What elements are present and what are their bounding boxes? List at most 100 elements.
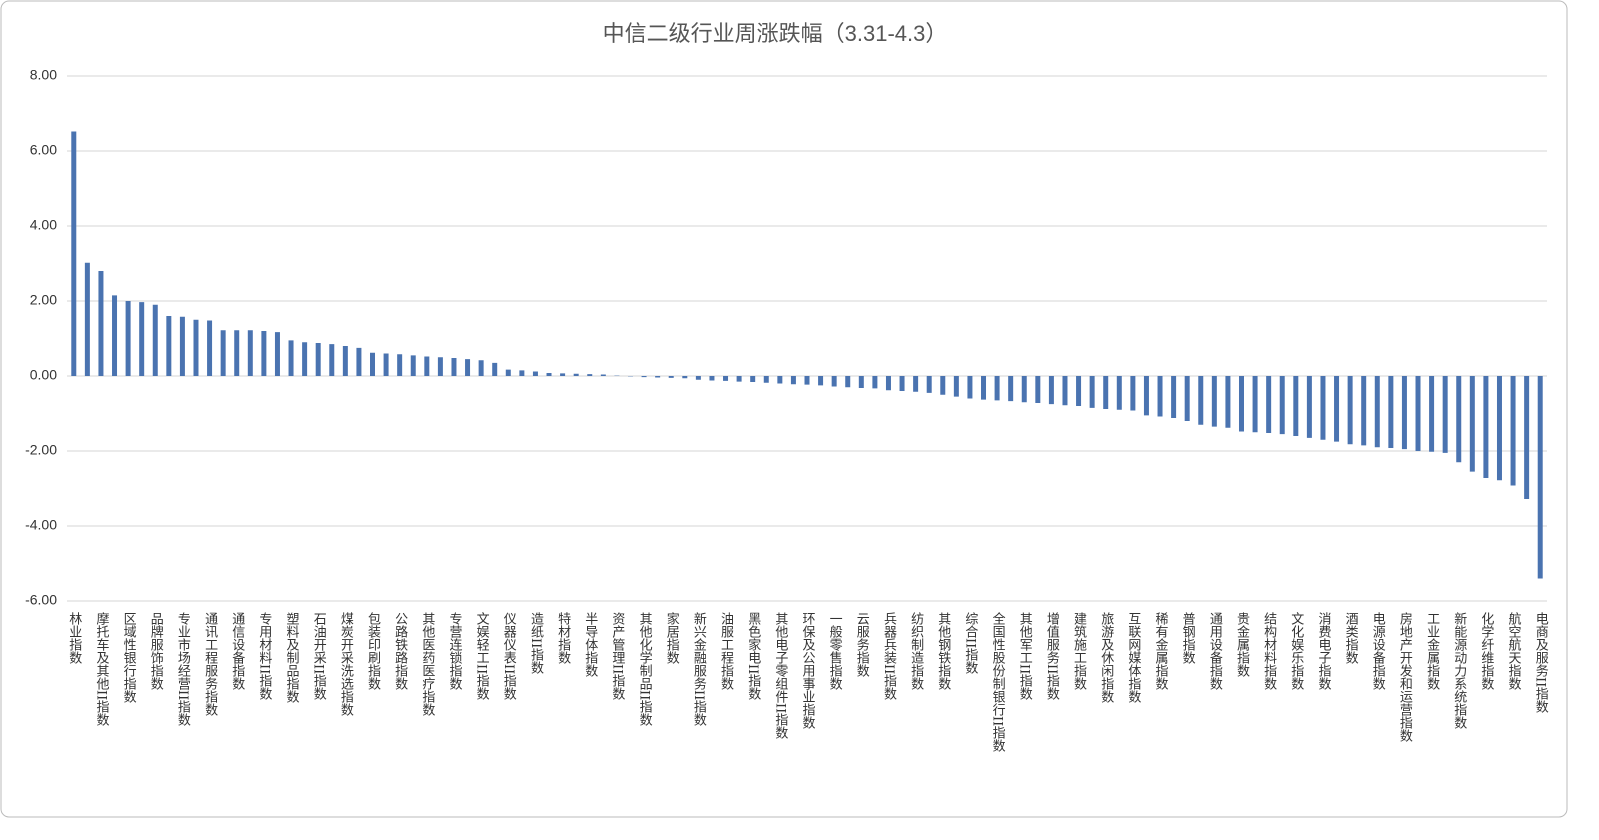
bar xyxy=(1456,376,1461,462)
x-tick-label: 稀有金属指数 xyxy=(1153,612,1169,690)
bar xyxy=(126,301,131,376)
x-tick-label: 结构材料指数 xyxy=(1261,612,1277,690)
bar xyxy=(166,316,171,376)
bar xyxy=(519,370,524,376)
x-tick-label: 全国性股份制银行II指数 xyxy=(990,611,1006,752)
bar xyxy=(384,354,389,377)
x-tick-label: 普钢指数 xyxy=(1180,612,1196,664)
bar xyxy=(981,376,986,400)
bar xyxy=(343,346,348,376)
bar xyxy=(723,376,728,381)
bar xyxy=(574,374,579,376)
x-tick-label: 新能源动力系统指数 xyxy=(1451,611,1467,729)
bar xyxy=(411,355,416,376)
x-tick-label: 其他钢铁指数 xyxy=(935,612,951,690)
bar xyxy=(940,376,945,395)
x-tick-label: 综合II指数 xyxy=(962,612,978,675)
x-tick-label: 工业金属指数 xyxy=(1424,612,1440,690)
bar xyxy=(872,376,877,388)
bar xyxy=(1008,376,1013,401)
bar xyxy=(1511,376,1516,486)
bar xyxy=(1388,376,1393,448)
bar xyxy=(1280,376,1285,434)
x-tick-label: 建筑施工指数 xyxy=(1071,612,1087,690)
bar xyxy=(995,376,1000,400)
x-tick-label: 公路铁路指数 xyxy=(392,612,408,690)
x-tick-label: 资产管理II指数 xyxy=(609,612,625,701)
bar xyxy=(533,372,538,377)
bar xyxy=(302,342,307,376)
x-tick-label: 仪器仪表II指数 xyxy=(501,612,517,701)
x-tick-label: 纺织制造指数 xyxy=(908,612,924,690)
bar xyxy=(1035,376,1040,403)
bar xyxy=(1293,376,1298,436)
x-tick-label: 特材指数 xyxy=(555,612,571,664)
bar xyxy=(234,330,239,376)
bar xyxy=(696,376,701,380)
x-tick-label: 家居指数 xyxy=(664,611,680,664)
x-tick-label: 黑色家电II指数 xyxy=(745,612,761,701)
bar xyxy=(1307,376,1312,438)
x-tick-label: 酒类指数 xyxy=(1343,612,1359,664)
x-tick-label: 其他军工II指数 xyxy=(1017,612,1033,701)
x-tick-label: 互联网媒体指数 xyxy=(1125,612,1141,703)
bar xyxy=(492,363,497,376)
x-tick-label: 航空航天指数 xyxy=(1506,611,1522,690)
bar xyxy=(329,344,334,376)
x-tick-label: 化学纤维指数 xyxy=(1478,612,1494,690)
bar xyxy=(547,373,552,376)
y-tick-label: 4.00 xyxy=(30,217,57,233)
bar xyxy=(886,376,891,390)
chart-title: 中信二级行业周涨跌幅（3.31-4.3） xyxy=(603,21,948,46)
bar xyxy=(424,357,429,377)
x-tick-label: 专用材料II指数 xyxy=(256,612,272,701)
x-tick-label: 文化娱乐指数 xyxy=(1288,612,1304,690)
bar xyxy=(818,376,823,385)
bar xyxy=(1076,376,1081,406)
bar xyxy=(750,376,755,382)
bar xyxy=(642,376,647,377)
bar xyxy=(655,376,660,378)
bar xyxy=(1130,376,1135,411)
bar xyxy=(85,263,90,376)
x-tick-label: 通信设备指数 xyxy=(229,612,245,690)
bar xyxy=(248,330,253,376)
bar xyxy=(438,357,443,376)
bar xyxy=(832,376,837,387)
bar xyxy=(845,376,850,387)
bar xyxy=(1144,376,1149,415)
bar xyxy=(1158,376,1163,417)
x-tick-label: 石油开采II指数 xyxy=(311,612,327,701)
x-tick-label: 造纸II指数 xyxy=(528,612,544,675)
bar xyxy=(1117,376,1122,410)
bar xyxy=(601,375,606,377)
x-tick-label: 云服务指数 xyxy=(854,612,870,677)
bar xyxy=(207,321,212,377)
bar xyxy=(1320,376,1325,440)
x-tick-label: 林业指数 xyxy=(66,612,82,664)
bar xyxy=(261,331,266,376)
x-tick-label: 电商及服务II指数 xyxy=(1533,612,1549,714)
bar xyxy=(1402,376,1407,449)
bar xyxy=(316,343,321,376)
x-tick-label: 煤炭开采洗选指数 xyxy=(338,612,354,716)
bar xyxy=(777,376,782,384)
bar xyxy=(506,370,511,376)
bar xyxy=(927,376,932,393)
bar xyxy=(669,376,674,378)
bar xyxy=(1497,376,1502,480)
bar xyxy=(1103,376,1108,409)
y-tick-label: -2.00 xyxy=(25,442,57,458)
bar xyxy=(112,295,117,376)
bar xyxy=(1429,376,1434,452)
bar xyxy=(1225,376,1230,428)
x-tick-label: 旅游及休闲指数 xyxy=(1098,612,1114,703)
bar xyxy=(587,374,592,376)
x-tick-label: 区域性银行指数 xyxy=(121,612,137,703)
bar xyxy=(1022,376,1027,402)
bar xyxy=(1185,376,1190,421)
x-tick-label: 通讯工程服务指数 xyxy=(202,612,218,716)
bar xyxy=(1239,376,1244,432)
bar xyxy=(1538,376,1543,579)
